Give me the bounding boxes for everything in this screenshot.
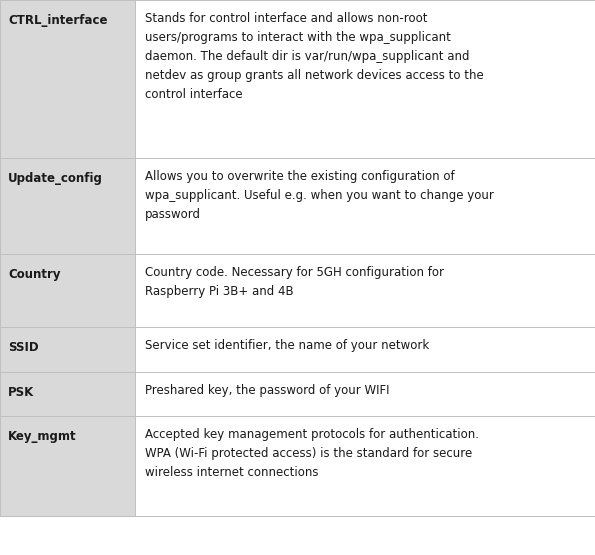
Bar — [0, 372, 135, 416]
Bar — [0, 254, 135, 327]
Text: Country: Country — [8, 268, 61, 281]
Text: Preshared key, the password of your WIFI: Preshared key, the password of your WIFI — [145, 384, 390, 397]
Text: Accepted key management protocols for authentication.
WPA (Wi-Fi protected acces: Accepted key management protocols for au… — [145, 428, 479, 479]
Text: Country code. Necessary for 5GH configuration for
Raspberry Pi 3B+ and 4B: Country code. Necessary for 5GH configur… — [145, 266, 444, 298]
Text: Allows you to overwrite the existing configuration of
wpa_supplicant. Useful e.g: Allows you to overwrite the existing con… — [145, 170, 494, 221]
Text: PSK: PSK — [8, 386, 35, 399]
Text: CTRL_interface: CTRL_interface — [8, 14, 108, 27]
Bar — [0, 158, 135, 254]
Bar — [0, 416, 135, 516]
Text: SSID: SSID — [8, 341, 39, 354]
Text: Key_mgmt: Key_mgmt — [8, 430, 77, 443]
Bar — [0, 0, 135, 158]
Bar — [0, 327, 135, 372]
Bar — [135, 254, 595, 327]
Text: Update_config: Update_config — [8, 172, 103, 185]
Bar — [135, 158, 595, 254]
Text: Service set identifier, the name of your network: Service set identifier, the name of your… — [145, 339, 429, 352]
Bar — [135, 0, 595, 158]
Bar — [135, 416, 595, 516]
Bar — [135, 372, 595, 416]
Text: Stands for control interface and allows non-root
users/programs to interact with: Stands for control interface and allows … — [145, 12, 484, 101]
Bar — [135, 327, 595, 372]
